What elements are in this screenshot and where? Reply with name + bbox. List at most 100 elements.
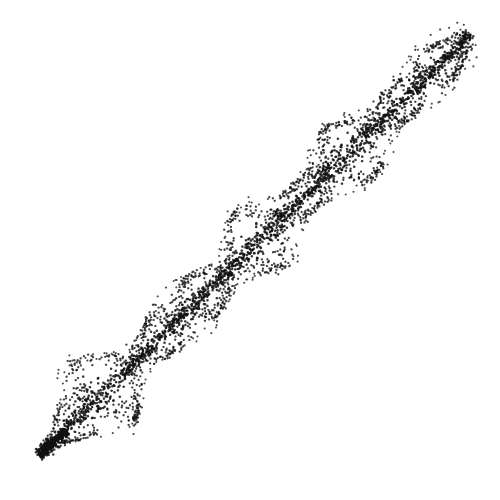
- data-point: [396, 80, 399, 83]
- data-point: [472, 65, 475, 68]
- data-point: [156, 356, 159, 360]
- data-point: [458, 71, 461, 74]
- data-point: [299, 171, 302, 174]
- data-point: [218, 272, 221, 276]
- data-point: [343, 161, 347, 164]
- data-point: [142, 335, 145, 339]
- data-point: [448, 26, 451, 29]
- data-point: [258, 239, 262, 242]
- data-point: [291, 188, 294, 191]
- data-point: [172, 345, 175, 349]
- data-point: [388, 89, 391, 92]
- data-point: [203, 309, 207, 313]
- data-point: [123, 360, 126, 363]
- data-point: [456, 64, 459, 68]
- data-point: [117, 381, 121, 384]
- data-point: [240, 249, 243, 252]
- data-point: [76, 437, 79, 440]
- data-point: [355, 144, 358, 148]
- data-point: [403, 92, 407, 96]
- data-point: [387, 113, 390, 116]
- data-point: [263, 271, 267, 274]
- data-point: [167, 326, 171, 329]
- data-point: [255, 231, 259, 235]
- data-point: [77, 409, 81, 413]
- data-point: [282, 250, 286, 253]
- data-point: [437, 101, 440, 104]
- data-point: [340, 182, 344, 185]
- data-point: [219, 264, 223, 267]
- data-point: [136, 400, 139, 403]
- data-point: [132, 433, 135, 436]
- data-point: [155, 360, 158, 363]
- data-point: [457, 48, 460, 51]
- data-point: [130, 353, 134, 356]
- data-point: [148, 313, 152, 317]
- data-point: [134, 362, 137, 366]
- data-point: [471, 43, 474, 46]
- data-point: [82, 368, 85, 371]
- data-point: [362, 129, 365, 132]
- data-point: [451, 34, 454, 37]
- data-point: [279, 262, 282, 265]
- data-point: [106, 383, 110, 387]
- data-point: [155, 329, 159, 333]
- data-point: [327, 141, 330, 145]
- data-point: [138, 394, 141, 397]
- data-point: [318, 184, 321, 188]
- data-point: [301, 179, 305, 182]
- data-point: [106, 392, 110, 396]
- data-point: [206, 285, 210, 288]
- data-point: [65, 420, 69, 423]
- data-point: [258, 272, 261, 275]
- data-point: [215, 316, 218, 319]
- data-point: [369, 108, 372, 111]
- data-point: [161, 358, 164, 361]
- data-point: [415, 63, 418, 66]
- data-point: [177, 290, 180, 293]
- data-point: [187, 281, 190, 284]
- data-point: [146, 338, 150, 342]
- data-point: [361, 126, 364, 129]
- data-point: [383, 115, 387, 118]
- data-point: [426, 47, 429, 50]
- data-point: [366, 108, 369, 111]
- data-point: [142, 397, 145, 400]
- data-point: [357, 109, 360, 112]
- data-point: [397, 78, 401, 81]
- data-point: [124, 363, 128, 366]
- data-point: [356, 148, 359, 152]
- data-point: [219, 298, 223, 302]
- data-point: [458, 38, 462, 42]
- data-point: [89, 403, 92, 407]
- data-point: [401, 121, 404, 125]
- data-point: [255, 238, 259, 242]
- data-point: [279, 209, 282, 212]
- data-point: [322, 151, 325, 154]
- data-point: [211, 282, 215, 285]
- data-point: [429, 73, 432, 76]
- data-point: [369, 141, 372, 144]
- data-point: [327, 157, 330, 160]
- data-point: [401, 65, 404, 68]
- data-point: [384, 132, 387, 136]
- data-point: [50, 430, 53, 433]
- data-point: [224, 221, 227, 224]
- data-point: [156, 316, 159, 320]
- data-point: [451, 46, 455, 50]
- data-point: [322, 177, 325, 180]
- data-point: [334, 124, 337, 127]
- data-point: [227, 278, 230, 281]
- data-point: [390, 102, 394, 105]
- data-point: [454, 65, 457, 69]
- data-point: [375, 173, 378, 176]
- data-point: [271, 251, 275, 254]
- data-point: [97, 376, 100, 380]
- data-point: [155, 352, 158, 355]
- data-point: [130, 373, 134, 376]
- data-point: [153, 313, 156, 316]
- data-point: [343, 115, 346, 118]
- data-point: [398, 97, 402, 100]
- data-point: [168, 333, 172, 336]
- data-point: [79, 418, 82, 422]
